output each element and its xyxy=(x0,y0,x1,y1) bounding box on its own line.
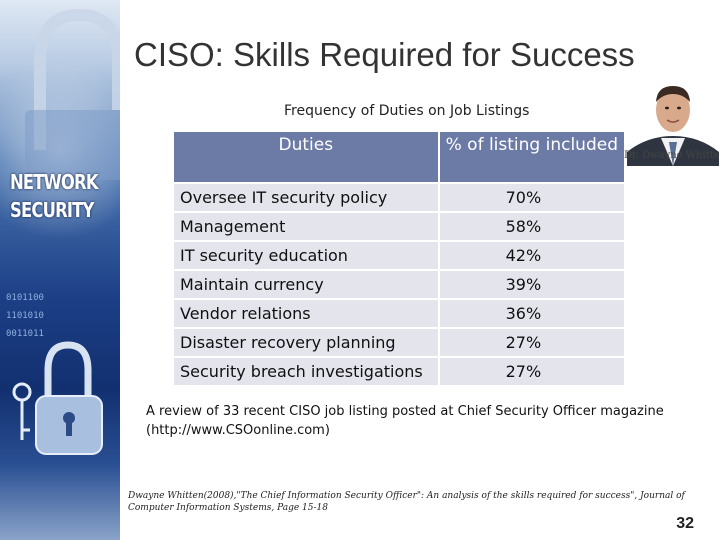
svg-text:0011011: 0011011 xyxy=(6,329,44,339)
percent-cell: 42% xyxy=(438,241,624,271)
percent-cell: 58% xyxy=(438,212,624,242)
banner-text: NETWORK SECURITY xyxy=(10,170,99,222)
table-row: Disaster recovery planning 27% xyxy=(174,328,624,358)
slide-title: CISO: Skills Required for Success xyxy=(134,36,635,73)
percent-cell: 36% xyxy=(438,299,624,329)
network-security-banner: 0101100 1101010 0011011 NETWORK SECURITY xyxy=(0,0,120,540)
table-row: Management 58% xyxy=(174,212,624,242)
top-padlock-shackle xyxy=(34,8,120,150)
duty-cell: IT security education xyxy=(174,241,440,271)
top-padlock-body xyxy=(25,110,120,180)
duty-cell: Oversee IT security policy xyxy=(174,183,440,213)
duty-cell: Security breach investigations xyxy=(174,357,440,387)
svg-text:0101100: 0101100 xyxy=(6,293,44,303)
padlock-illustration: 0101100 1101010 0011011 xyxy=(6,8,120,455)
percent-cell: 70% xyxy=(438,183,624,213)
key-icon xyxy=(12,382,32,402)
table-caption: Frequency of Duties on Job Listings xyxy=(284,103,530,119)
duty-cell: Vendor relations xyxy=(174,299,440,329)
table-row: Security breach investigations 27% xyxy=(174,357,624,387)
percent-cell: 27% xyxy=(438,328,624,358)
table-row: Oversee IT security policy 70% xyxy=(174,183,624,213)
source-note: A review of 33 recent CISO job listing p… xyxy=(146,404,664,438)
duties-table: Duties % of listing included Oversee IT … xyxy=(174,132,624,387)
table-header-row: Duties % of listing included xyxy=(174,132,624,184)
table-row: IT security education 42% xyxy=(174,241,624,271)
percent-cell: 39% xyxy=(438,270,624,300)
author-photo xyxy=(627,78,719,166)
table-row: Vendor relations 36% xyxy=(174,299,624,329)
table-row: Maintain currency 39% xyxy=(174,270,624,300)
header-percent: % of listing included xyxy=(438,132,624,184)
percent-cell: 27% xyxy=(438,357,624,387)
citation: Dwayne Whitten(2008),"The Chief Informat… xyxy=(128,491,685,513)
lower-padlock-shackle xyxy=(44,341,92,400)
photo-caption: Dr. Dwayne Whitten xyxy=(624,150,720,161)
svg-text:1101010: 1101010 xyxy=(6,311,44,321)
duty-cell: Management xyxy=(174,212,440,242)
duty-cell: Disaster recovery planning xyxy=(174,328,440,358)
page-number: 32 xyxy=(676,515,694,532)
header-duties: Duties xyxy=(174,132,440,184)
duty-cell: Maintain currency xyxy=(174,270,440,300)
